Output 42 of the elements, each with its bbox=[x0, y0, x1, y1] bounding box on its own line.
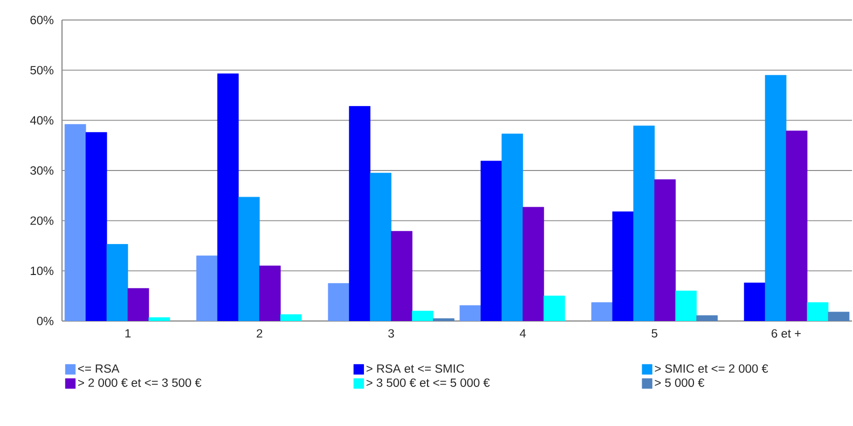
bar bbox=[544, 296, 566, 322]
bar bbox=[348, 106, 370, 322]
bar bbox=[460, 305, 482, 322]
bar bbox=[390, 231, 412, 322]
bar bbox=[412, 310, 434, 322]
legend-label: > RSA et <= SMIC bbox=[366, 364, 464, 373]
bar bbox=[128, 288, 150, 322]
y-tick-label: 60% bbox=[30, 16, 54, 24]
bar bbox=[591, 302, 613, 322]
bar bbox=[64, 124, 86, 322]
bar bbox=[217, 73, 239, 322]
bar bbox=[786, 130, 808, 322]
bar bbox=[675, 290, 697, 322]
legend-label: <= RSA bbox=[78, 364, 120, 373]
bar bbox=[196, 256, 218, 322]
bar bbox=[654, 179, 676, 322]
legend-label: > SMIC et <= 2 000 € bbox=[654, 364, 768, 373]
bar bbox=[280, 314, 302, 322]
legend-label: > 5 000 € bbox=[654, 378, 704, 387]
bar bbox=[480, 160, 502, 322]
bar bbox=[328, 283, 350, 322]
y-tick-label: 0% bbox=[37, 316, 54, 326]
bar bbox=[612, 211, 634, 322]
legend-label: > 2 000 € et <= 3 500 € bbox=[78, 378, 202, 387]
bar bbox=[744, 282, 766, 322]
x-tick-label: 5 bbox=[652, 329, 658, 338]
legend-label: > 3 500 € et <= 5 000 € bbox=[366, 378, 490, 387]
y-tick-label: 40% bbox=[30, 116, 54, 125]
x-tick-label: 3 bbox=[388, 329, 394, 338]
y-tick-label: 30% bbox=[30, 166, 54, 175]
x-tick-label: 4 bbox=[520, 329, 526, 338]
y-tick-label: 20% bbox=[30, 216, 54, 225]
x-tick-label: 1 bbox=[125, 329, 131, 338]
y-tick-label: 10% bbox=[30, 266, 54, 276]
y-tick-label: 50% bbox=[30, 66, 54, 74]
bar bbox=[148, 317, 170, 322]
x-tick-label: 2 bbox=[256, 329, 262, 338]
bar bbox=[806, 302, 828, 322]
bar bbox=[86, 132, 108, 322]
x-tick-label: 6 et + bbox=[772, 329, 801, 338]
bar bbox=[522, 206, 544, 322]
bar bbox=[259, 266, 281, 322]
